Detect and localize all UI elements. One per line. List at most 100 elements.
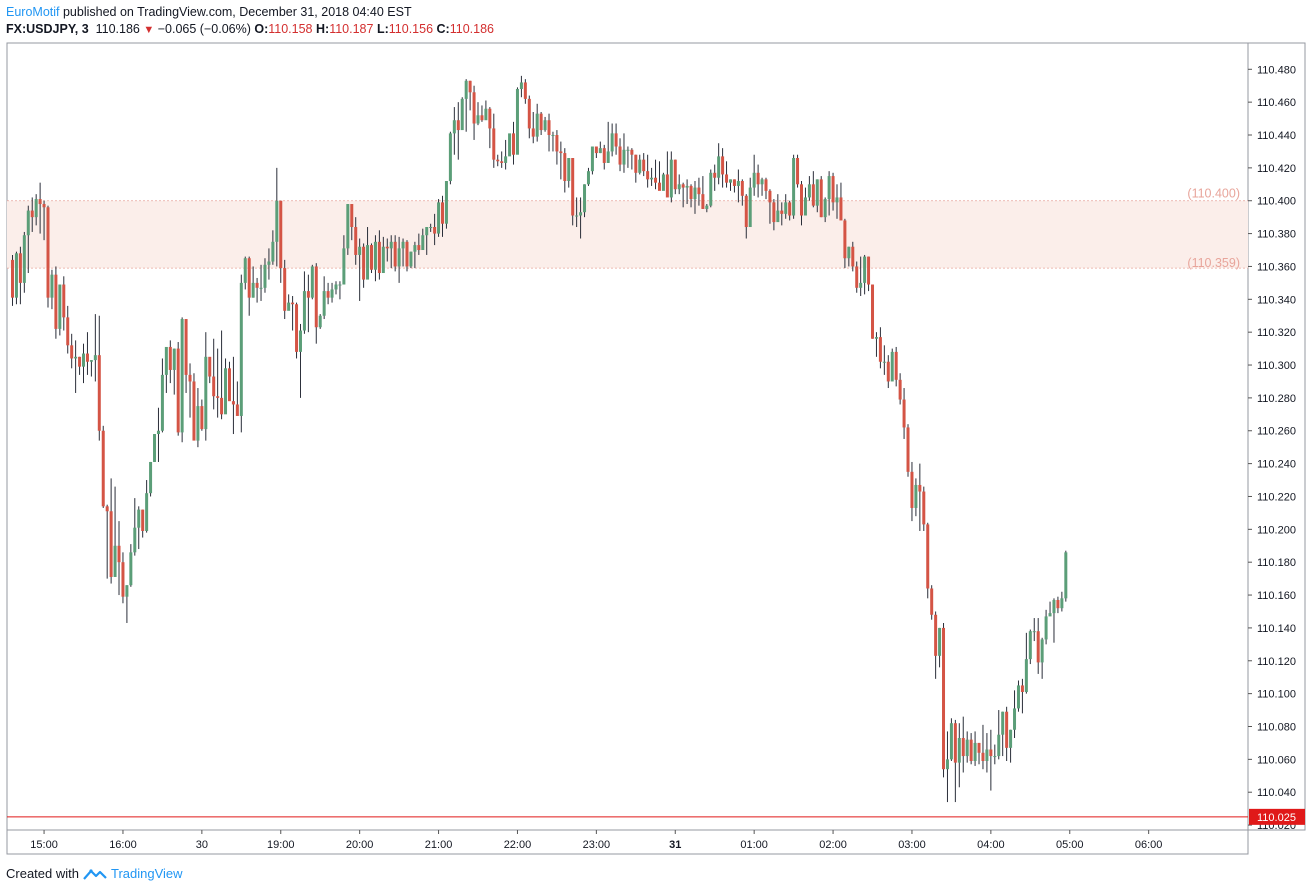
- candle: [62, 276, 66, 331]
- candle-body: [906, 427, 910, 472]
- candle: [389, 235, 393, 269]
- candle-body: [725, 174, 729, 183]
- candle-body: [330, 289, 334, 298]
- candle: [208, 356, 212, 384]
- y-tick-label: 110.120: [1257, 656, 1296, 668]
- candle: [926, 522, 930, 599]
- candle: [381, 236, 385, 274]
- footer: Created with TradingView: [6, 866, 183, 881]
- candle-body: [334, 284, 338, 290]
- candle: [373, 235, 377, 282]
- candle-body: [168, 346, 172, 370]
- candle: [334, 281, 338, 295]
- candle-body: [784, 202, 788, 214]
- candle: [689, 184, 693, 208]
- candle: [42, 200, 46, 241]
- candle: [393, 235, 397, 272]
- candle: [338, 281, 342, 300]
- candle: [657, 161, 661, 191]
- candle: [448, 131, 452, 185]
- candle: [780, 202, 784, 226]
- candle: [212, 338, 216, 410]
- candle-body: [291, 302, 295, 305]
- candle: [938, 627, 942, 668]
- created-with-text: Created with: [6, 866, 79, 881]
- candle-body: [732, 179, 736, 186]
- candle: [101, 425, 105, 508]
- candle-body: [780, 210, 784, 214]
- candle-body: [555, 135, 559, 152]
- candle-body: [243, 258, 247, 283]
- candle-body: [673, 159, 677, 190]
- candle-body: [125, 585, 129, 597]
- candle: [705, 204, 709, 213]
- candle-body: [969, 739, 973, 761]
- candle-body: [93, 355, 97, 361]
- candle-body: [874, 337, 878, 339]
- candle: [247, 256, 251, 316]
- candle: [535, 103, 539, 142]
- candle: [14, 251, 18, 305]
- candle-body: [661, 174, 665, 191]
- candle: [725, 161, 729, 188]
- support-price-tag: [1249, 808, 1305, 825]
- candle: [322, 276, 326, 320]
- candle: [385, 238, 389, 262]
- candle-body: [133, 527, 137, 553]
- x-tick-label: 06:00: [1135, 839, 1163, 851]
- y-tick-label: 110.220: [1257, 491, 1296, 503]
- candle-body: [981, 752, 985, 761]
- candle: [583, 184, 587, 218]
- y-tick-label: 110.260: [1257, 426, 1296, 438]
- candle: [622, 133, 626, 173]
- candle: [133, 498, 137, 556]
- price-axis: [1247, 42, 1306, 831]
- candle: [792, 154, 796, 219]
- candle-body: [697, 187, 701, 195]
- candle: [480, 105, 484, 122]
- candle-body: [34, 199, 38, 218]
- candle-body: [200, 406, 204, 430]
- candle-body: [306, 291, 310, 298]
- candle: [354, 217, 358, 265]
- candle-body: [586, 171, 590, 185]
- candle: [701, 176, 705, 209]
- candle: [827, 171, 831, 216]
- candle: [559, 141, 563, 180]
- candle: [977, 742, 981, 765]
- candle: [989, 729, 993, 791]
- candle-body: [803, 197, 807, 216]
- candle-body: [736, 181, 740, 186]
- candle: [953, 719, 957, 803]
- candle: [401, 238, 405, 267]
- candle: [594, 146, 598, 159]
- candle: [614, 123, 618, 155]
- candle: [287, 294, 291, 311]
- candle-body: [310, 266, 314, 298]
- candle-body: [859, 282, 863, 288]
- candle-body: [1052, 599, 1056, 614]
- candle-body: [634, 154, 638, 173]
- candle-body: [1064, 552, 1068, 599]
- candle-body: [851, 246, 855, 267]
- candle-body: [796, 158, 800, 185]
- candle: [965, 731, 969, 763]
- candle: [425, 227, 429, 255]
- tradingview-brand[interactable]: TradingView: [110, 866, 183, 881]
- candle: [184, 319, 188, 393]
- candle-body: [705, 205, 709, 209]
- candle: [610, 123, 614, 157]
- candle: [113, 486, 117, 577]
- author-link[interactable]: EuroMotif: [6, 5, 60, 19]
- x-tick-label: 30: [196, 839, 208, 851]
- x-tick-label: 04:00: [977, 839, 1005, 851]
- candle: [444, 181, 448, 229]
- candle: [567, 158, 571, 188]
- candle-body: [342, 248, 346, 285]
- candle-body: [287, 302, 291, 311]
- y-tick-label: 110.460: [1257, 97, 1296, 109]
- candle-body: [1020, 685, 1024, 692]
- candle: [231, 356, 235, 435]
- candle-body: [448, 133, 452, 182]
